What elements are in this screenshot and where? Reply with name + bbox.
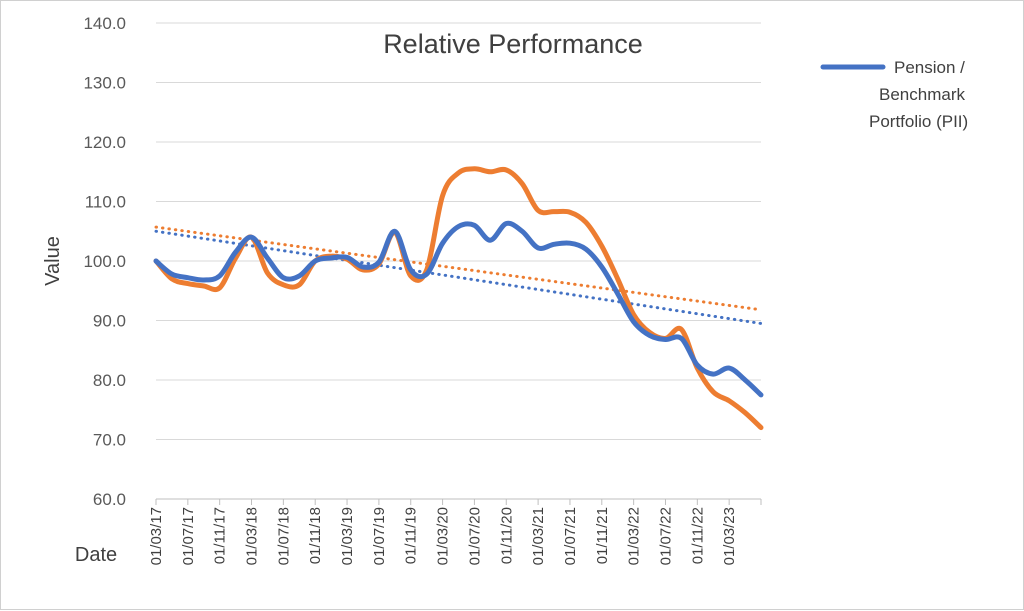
gridlines — [156, 22, 761, 440]
x-tick-label: 01/11/20 — [498, 507, 515, 564]
series-lines — [153, 166, 764, 431]
y-tick-labels: 60.0 70.0 80.0 90.0 100.0 110.0 120.0 130.0 140.… — [83, 14, 126, 509]
y-tick-label: 60.0 — [93, 490, 126, 509]
y-tick-label: 120.0 — [83, 133, 126, 152]
legend-label: Pension / Benchmark Portfolio (PII) — [869, 58, 968, 131]
axes — [155, 498, 762, 505]
series-line — [153, 220, 764, 398]
x-tick-labels: 01/03/17 01/07/17 01/11/17 01/03/18 01/07/18… — [148, 507, 738, 565]
trendline — [154, 229, 763, 325]
x-tick-label: 01/11/21 — [594, 507, 611, 564]
chart-title: Relative Performance — [383, 29, 643, 59]
y-tick-label: 110.0 — [85, 193, 126, 212]
x-tick-label: 01/03/23 — [721, 507, 738, 565]
x-tick-label: 01/03/19 — [339, 507, 356, 565]
x-tick-label: 01/07/19 — [371, 507, 388, 565]
y-tick-label: 80.0 — [93, 371, 126, 390]
x-tick-label: 01/07/17 — [180, 507, 197, 565]
x-tick-label: 01/07/21 — [562, 507, 579, 565]
y-tick-label: 70.0 — [93, 431, 126, 450]
x-tick-label: 01/11/22 — [689, 507, 706, 564]
x-tick-label: 01/07/22 — [657, 507, 674, 565]
x-axis-label: Date — [75, 544, 117, 566]
x-tick-label: 01/11/17 — [212, 507, 229, 564]
x-tick-label: 01/03/21 — [530, 507, 547, 565]
y-tick-label: 90.0 — [93, 312, 126, 331]
x-tick-label: 01/03/20 — [435, 507, 452, 565]
trendlines — [154, 225, 763, 325]
legend: Pension / Benchmark Portfolio (PII) — [820, 58, 968, 131]
x-tick-label: 01/03/22 — [626, 507, 643, 565]
trendline — [154, 225, 763, 312]
y-tick-label: 140.0 — [83, 14, 126, 33]
x-tick-label: 01/11/19 — [403, 507, 420, 564]
y-tick-label: 130.0 — [83, 74, 126, 93]
x-tick-label: 01/03/17 — [148, 507, 165, 565]
x-tick-label: 01/11/18 — [307, 507, 324, 564]
y-axis-label: Value — [42, 236, 64, 286]
x-tick-label: 01/03/18 — [244, 507, 261, 565]
x-tick-label: 01/07/20 — [466, 507, 483, 565]
x-tick-label: 01/07/18 — [275, 507, 292, 565]
y-tick-label: 100.0 — [83, 252, 126, 271]
